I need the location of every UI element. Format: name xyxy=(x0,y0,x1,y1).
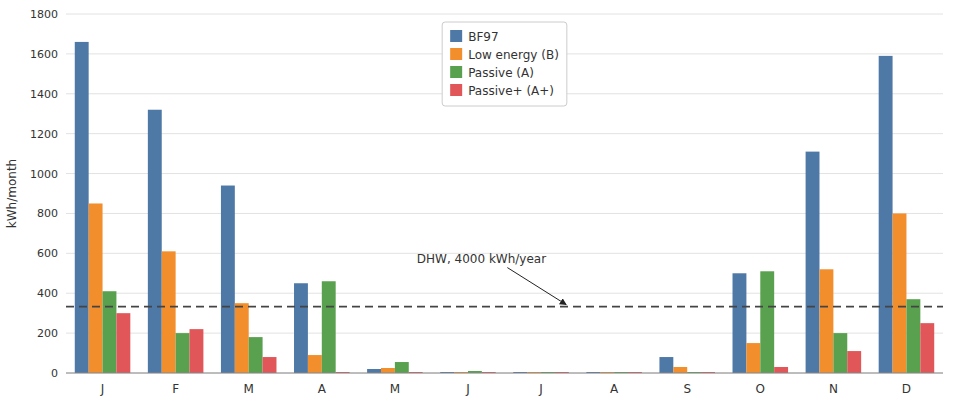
x-tick-label: N xyxy=(829,382,838,396)
y-tick-label: 800 xyxy=(37,207,58,220)
bar xyxy=(395,362,409,373)
grid-line xyxy=(66,14,943,15)
legend-swatch xyxy=(450,66,462,78)
x-axis-line xyxy=(66,373,943,374)
bar-series xyxy=(103,271,921,373)
legend-label: Passive+ (A+) xyxy=(468,84,554,98)
bar xyxy=(162,251,176,373)
bar xyxy=(322,281,336,373)
bar xyxy=(103,291,117,373)
bar-series xyxy=(75,42,893,373)
y-tick-label: 1800 xyxy=(30,8,58,21)
grid-line xyxy=(66,133,943,134)
y-tick-label: 1200 xyxy=(30,128,58,141)
legend-box xyxy=(442,22,567,106)
bar xyxy=(847,351,861,373)
y-tick-label: 400 xyxy=(37,287,58,300)
grid-line xyxy=(66,373,943,374)
bars xyxy=(75,42,934,373)
reference-line xyxy=(66,306,943,308)
legend: BF97 Low energy (B) Passive (A) Passive+ (A… xyxy=(442,22,567,106)
x-tick-label: S xyxy=(683,382,691,396)
bar-series xyxy=(116,313,934,373)
bar xyxy=(263,357,277,373)
bar xyxy=(906,299,920,373)
y-tick-label: 600 xyxy=(37,247,58,260)
x-tick-label: O xyxy=(756,382,765,396)
bar xyxy=(235,303,249,373)
x-tick-label: J xyxy=(100,382,105,396)
bar xyxy=(176,333,190,373)
bar xyxy=(774,367,788,373)
bar xyxy=(833,333,847,373)
legend-swatch xyxy=(450,30,462,42)
bar xyxy=(879,56,893,373)
legend-swatch xyxy=(450,84,462,96)
y-axis-label: kWh/month xyxy=(5,159,19,228)
bar xyxy=(148,110,162,373)
annotation-arrow xyxy=(507,268,566,305)
bar xyxy=(659,357,673,373)
x-tick-label: A xyxy=(610,382,619,396)
y-axis: 0 200 400 600 800 1000 1200 1400 1600 1800 xyxy=(30,8,58,380)
legend-label: Low energy (B) xyxy=(468,48,559,62)
x-axis: JFMAMJJASOND xyxy=(66,373,943,396)
x-tick-label: F xyxy=(172,382,179,396)
bar xyxy=(190,329,204,373)
bar xyxy=(381,368,395,373)
bar xyxy=(308,355,322,373)
x-tick-label: M xyxy=(390,382,400,396)
y-tick-label: 200 xyxy=(37,327,58,340)
bar-series xyxy=(89,203,907,373)
chart: 0 200 400 600 800 1000 1200 1400 1600 1800 kWh/mon… xyxy=(0,0,959,407)
y-grid xyxy=(66,14,943,373)
reference-line-group xyxy=(66,306,943,307)
bar xyxy=(746,343,760,373)
bar xyxy=(806,152,820,373)
x-tick-label: D xyxy=(902,382,911,396)
bar xyxy=(89,203,103,373)
bar xyxy=(249,337,263,373)
bar xyxy=(673,367,687,373)
annotation: DHW, 4000 kWh/year xyxy=(66,252,943,307)
legend-label: BF97 xyxy=(468,30,498,44)
bar xyxy=(760,271,774,373)
y-tick-label: 0 xyxy=(51,367,58,380)
bar xyxy=(116,313,130,373)
chart-container: 0 200 400 600 800 1000 1200 1400 1600 1800 kWh/mon… xyxy=(0,0,959,407)
bar xyxy=(367,369,381,373)
bar xyxy=(920,323,934,373)
bar xyxy=(294,283,308,373)
bar xyxy=(819,269,833,373)
x-tick-label: A xyxy=(318,382,327,396)
x-tick-label: J xyxy=(465,382,470,396)
y-tick-label: 1000 xyxy=(30,168,58,181)
legend-swatch xyxy=(450,48,462,60)
bar xyxy=(221,186,235,373)
annotation-text: DHW, 4000 kWh/year xyxy=(417,252,546,266)
bar xyxy=(893,213,907,373)
bar xyxy=(75,42,89,373)
x-tick-label: M xyxy=(244,382,254,396)
y-tick-label: 1400 xyxy=(30,88,58,101)
x-tick-label: J xyxy=(538,382,543,396)
y-tick-label: 1600 xyxy=(30,48,58,61)
legend-label: Passive (A) xyxy=(468,66,534,80)
bar xyxy=(733,273,747,373)
